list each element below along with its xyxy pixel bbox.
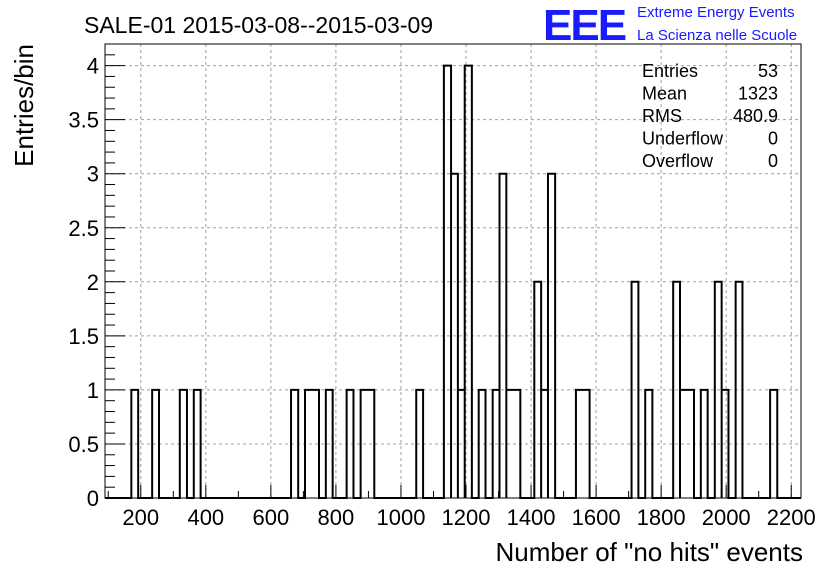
logo-line-1: Extreme Energy Events [637,4,795,21]
y-tick-label: 0.5 [68,432,99,457]
x-tick-labels: 200 400 600 800 1000 1200 1400 1600 1800 2000 2200 [122,505,815,530]
x-axis-label: Number of "no hits" events [496,537,804,567]
x-tick-label: 1800 [637,505,686,530]
y-tick-label: 2 [87,270,99,295]
histogram-outline [105,64,801,499]
y-tick-label: 1 [87,378,99,403]
stat-label: Entries [642,61,698,81]
y-tick-labels: 0 0.5 1 1.5 2 2.5 3 3.5 4 [68,54,99,511]
stat-value: 0 [768,129,778,149]
stat-value: 1323 [738,84,778,104]
x-tick-label: 200 [122,505,159,530]
stat-label: Overflow [642,151,714,171]
stats-box: Entries 53 Mean 1323 RMS 480.9 Underflow 0 Overf… [642,61,778,171]
x-tick-label: 2000 [702,505,751,530]
stat-label: Underflow [642,129,724,149]
stat-value: 53 [758,61,778,81]
stat-label: RMS [642,106,682,126]
y-tick-label: 4 [87,54,99,79]
y-axis-label: Entries/bin [9,44,39,167]
y-tick-label: 3.5 [68,108,99,133]
x-tick-label: 1000 [376,505,425,530]
x-tick-label: 800 [318,505,355,530]
x-tick-label: 400 [187,505,224,530]
logo-mark: EEE [543,1,626,50]
y-tick-label: 1.5 [68,324,99,349]
chart-title: SALE-01 2015-03-08--2015-03-09 [84,12,433,38]
y-tick-label: 3 [87,162,99,187]
x-tick-label: 1400 [507,505,556,530]
stat-value: 480.9 [733,106,778,126]
x-tick-label: 2200 [767,505,816,530]
y-tick-label: 0 [87,486,99,511]
x-tick-label: 1200 [442,505,491,530]
logo-line-2: La Scienza nelle Scuole [637,27,797,44]
x-tick-label: 1600 [572,505,621,530]
stat-value: 0 [768,151,778,171]
x-tick-label: 600 [253,505,290,530]
y-tick-label: 2.5 [68,216,99,241]
grid [105,44,801,498]
stat-label: Mean [642,84,687,104]
